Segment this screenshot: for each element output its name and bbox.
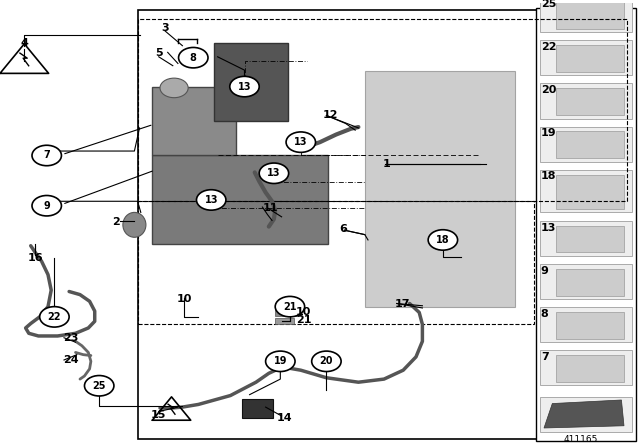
FancyBboxPatch shape xyxy=(214,43,288,121)
FancyBboxPatch shape xyxy=(152,155,328,245)
FancyBboxPatch shape xyxy=(540,221,632,256)
Text: 25: 25 xyxy=(92,381,106,391)
Text: 25: 25 xyxy=(541,0,556,9)
FancyBboxPatch shape xyxy=(540,170,632,212)
FancyBboxPatch shape xyxy=(556,175,624,209)
FancyBboxPatch shape xyxy=(556,269,624,296)
Circle shape xyxy=(266,351,295,371)
Circle shape xyxy=(312,351,341,371)
Text: 13: 13 xyxy=(541,223,556,233)
Text: 11: 11 xyxy=(262,203,278,213)
Text: 9: 9 xyxy=(44,201,50,211)
FancyBboxPatch shape xyxy=(540,264,632,299)
Text: 8: 8 xyxy=(190,53,196,63)
Circle shape xyxy=(32,195,61,216)
Text: 3: 3 xyxy=(161,23,169,33)
FancyBboxPatch shape xyxy=(556,45,624,72)
FancyBboxPatch shape xyxy=(540,40,632,75)
Text: 23: 23 xyxy=(63,333,78,343)
FancyBboxPatch shape xyxy=(138,10,627,439)
FancyBboxPatch shape xyxy=(540,307,632,342)
Text: 10: 10 xyxy=(177,294,192,304)
FancyBboxPatch shape xyxy=(540,350,632,385)
Text: 22: 22 xyxy=(47,312,61,322)
Text: 16: 16 xyxy=(28,253,43,263)
FancyBboxPatch shape xyxy=(556,2,624,29)
Circle shape xyxy=(40,306,69,327)
Text: 13: 13 xyxy=(294,137,308,147)
Text: 7: 7 xyxy=(541,352,548,362)
Text: 13: 13 xyxy=(204,195,218,205)
Text: 12: 12 xyxy=(323,111,338,121)
FancyBboxPatch shape xyxy=(556,131,624,158)
Text: 22: 22 xyxy=(541,42,556,52)
FancyBboxPatch shape xyxy=(152,86,236,155)
FancyBboxPatch shape xyxy=(540,127,632,162)
Circle shape xyxy=(259,163,289,184)
Text: 8: 8 xyxy=(541,309,548,319)
Text: 2: 2 xyxy=(113,217,120,227)
Text: 18: 18 xyxy=(436,235,450,245)
Text: 24: 24 xyxy=(63,355,78,365)
FancyBboxPatch shape xyxy=(242,399,273,418)
Polygon shape xyxy=(544,400,624,428)
Text: 411165: 411165 xyxy=(564,435,598,444)
Text: 17: 17 xyxy=(394,298,410,309)
Text: 19: 19 xyxy=(273,356,287,366)
Text: 5: 5 xyxy=(155,48,163,58)
Circle shape xyxy=(32,145,61,166)
Circle shape xyxy=(275,297,305,317)
Text: 21: 21 xyxy=(283,302,297,312)
FancyBboxPatch shape xyxy=(556,226,624,252)
Text: 20: 20 xyxy=(541,85,556,95)
Text: 15: 15 xyxy=(151,409,166,420)
FancyBboxPatch shape xyxy=(540,83,632,119)
Text: 10: 10 xyxy=(296,307,311,318)
FancyBboxPatch shape xyxy=(536,8,636,441)
Text: 20: 20 xyxy=(319,356,333,366)
Text: 13: 13 xyxy=(267,168,281,178)
FancyBboxPatch shape xyxy=(556,355,624,382)
Text: 4: 4 xyxy=(20,39,28,48)
Circle shape xyxy=(160,78,188,98)
Circle shape xyxy=(230,76,259,97)
Circle shape xyxy=(196,190,226,210)
Ellipse shape xyxy=(123,212,146,237)
Text: 18: 18 xyxy=(541,172,556,181)
Text: 21: 21 xyxy=(296,315,311,325)
Text: 1: 1 xyxy=(383,159,390,169)
Circle shape xyxy=(428,230,458,250)
FancyBboxPatch shape xyxy=(365,71,515,306)
Text: 9: 9 xyxy=(541,266,548,276)
Text: 7: 7 xyxy=(44,151,50,160)
FancyBboxPatch shape xyxy=(556,88,624,115)
FancyBboxPatch shape xyxy=(0,4,640,448)
Text: 13: 13 xyxy=(237,82,252,91)
Circle shape xyxy=(179,47,208,68)
Text: 14: 14 xyxy=(276,413,292,423)
FancyBboxPatch shape xyxy=(275,318,294,324)
Text: 6: 6 xyxy=(339,224,347,234)
FancyBboxPatch shape xyxy=(540,397,632,432)
FancyBboxPatch shape xyxy=(556,312,624,339)
FancyBboxPatch shape xyxy=(275,307,300,315)
Circle shape xyxy=(286,132,316,152)
Text: 19: 19 xyxy=(541,129,556,138)
Circle shape xyxy=(84,375,114,396)
FancyBboxPatch shape xyxy=(540,0,632,32)
